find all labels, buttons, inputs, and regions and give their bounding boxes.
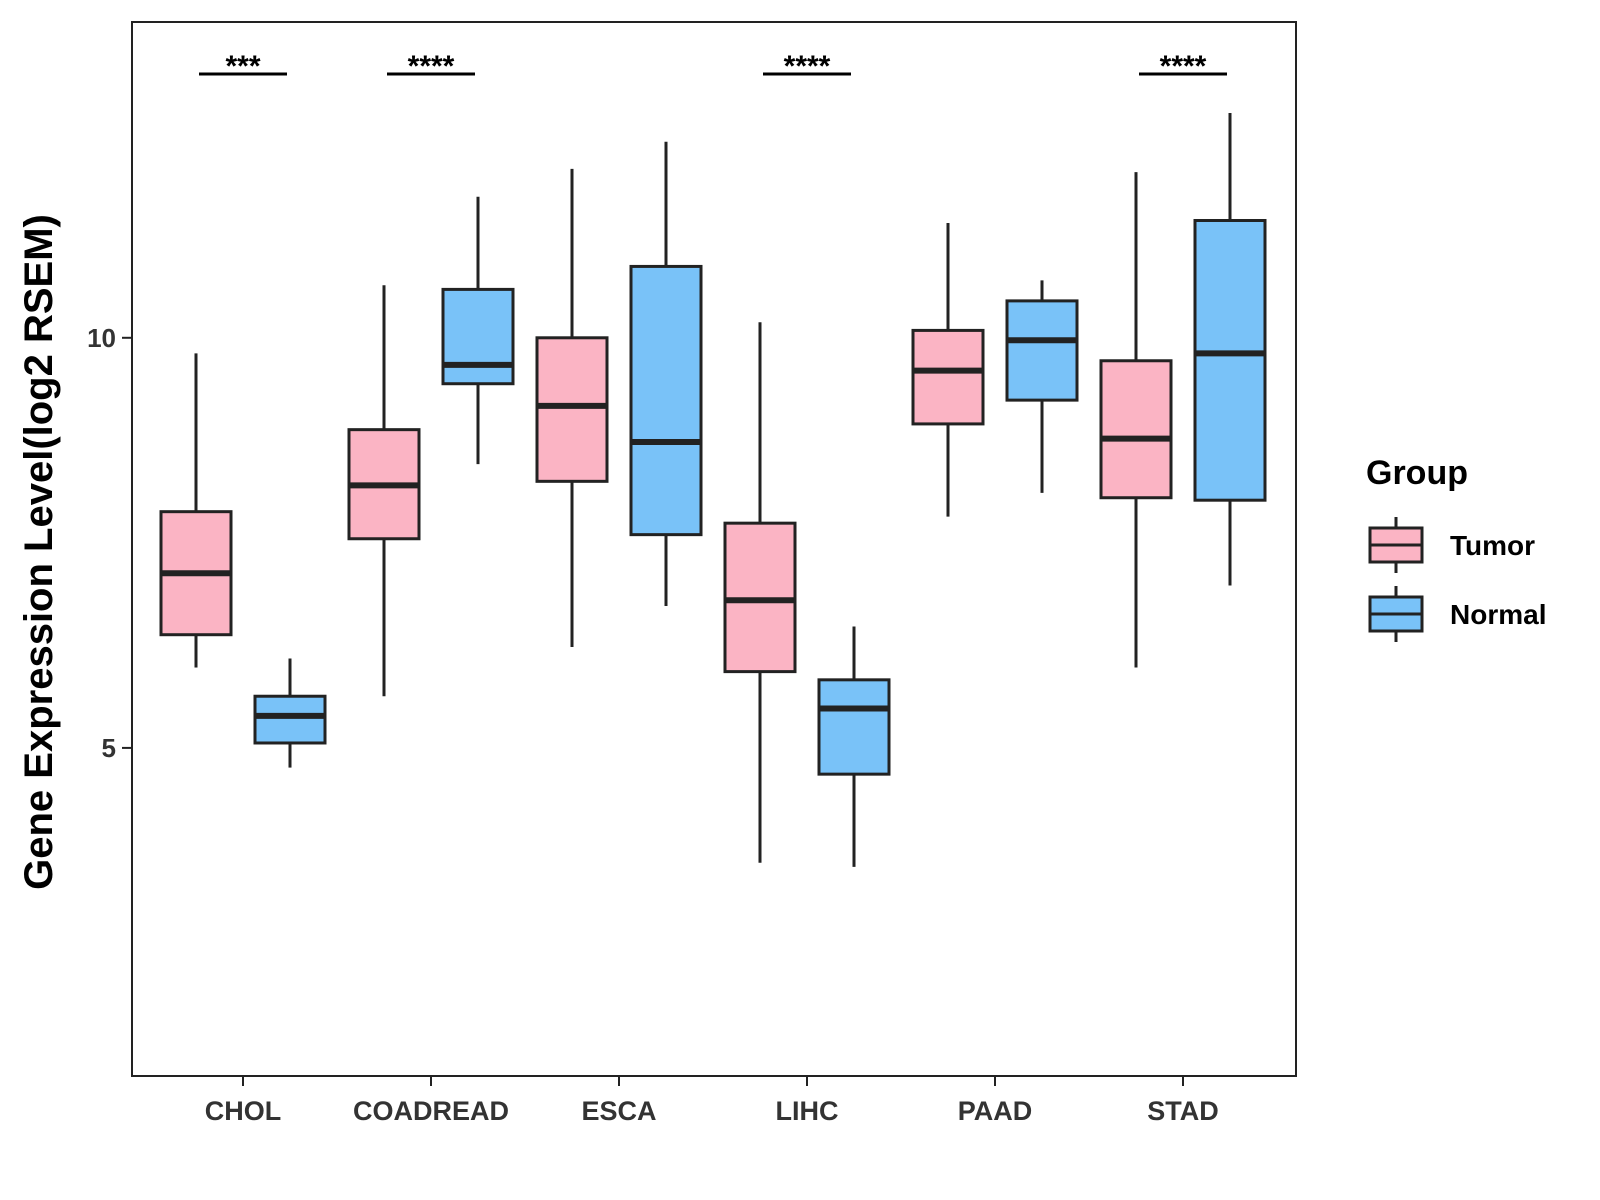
axes: 5 10 CHOL COADREAD ESCA LIHC PAAD STAD xyxy=(87,21,1297,1126)
x-tick-label-paad: PAAD xyxy=(958,1096,1033,1126)
box-chol-tumor xyxy=(159,353,233,668)
significance-label: **** xyxy=(1160,50,1207,83)
x-tick-label-lihc: LIHC xyxy=(776,1096,839,1126)
box-body xyxy=(817,678,891,776)
box-stad-normal xyxy=(1193,113,1267,586)
y-axis-title: Gene Expression Level(log2 RSEM) xyxy=(17,214,61,890)
box-paad-tumor xyxy=(911,222,985,517)
box-body xyxy=(535,336,609,483)
box-body xyxy=(1005,299,1079,402)
box-body xyxy=(1193,218,1267,502)
legend-entry-normal: Normal xyxy=(1368,586,1546,642)
x-tick-label-stad: STAD xyxy=(1147,1096,1219,1126)
legend-entry-tumor: Tumor xyxy=(1368,517,1535,573)
box-body xyxy=(629,264,703,537)
significance-label: **** xyxy=(784,50,831,83)
box-body xyxy=(1099,359,1173,500)
box-coadread-tumor xyxy=(347,285,421,697)
box-esca-normal xyxy=(629,141,703,607)
significance-chol: *** xyxy=(199,50,287,83)
box-body xyxy=(253,694,327,745)
significance-label: **** xyxy=(408,50,455,83)
box-chol-normal xyxy=(253,658,327,768)
significance-label: *** xyxy=(225,50,260,83)
significance-lihc: **** xyxy=(763,50,851,83)
box-body xyxy=(911,328,985,426)
y-tick-label: 10 xyxy=(87,323,116,353)
box-coadread-normal xyxy=(441,196,515,465)
x-tick-label-esca: ESCA xyxy=(581,1096,656,1126)
legend-label-tumor: Tumor xyxy=(1450,530,1535,561)
y-tick-label: 5 xyxy=(102,733,116,763)
box-lihc-tumor xyxy=(723,322,797,863)
x-tick-label-chol: CHOL xyxy=(205,1096,282,1126)
box-esca-tumor xyxy=(535,168,609,648)
panel-border xyxy=(131,21,1297,1077)
box-stad-tumor xyxy=(1099,172,1173,668)
box-paad-normal xyxy=(1005,280,1079,493)
significance-annotations: *** **** **** **** xyxy=(199,50,1227,83)
significance-coadread: **** xyxy=(387,50,475,83)
legend: Group Tumor Normal xyxy=(1366,454,1546,642)
x-tick-label-coadread: COADREAD xyxy=(353,1096,509,1126)
legend-label-normal: Normal xyxy=(1450,599,1546,630)
significance-stad: **** xyxy=(1139,50,1227,83)
box-body xyxy=(441,287,515,386)
plot-area xyxy=(159,113,1267,867)
box-lihc-normal xyxy=(817,626,891,867)
legend-title: Group xyxy=(1366,454,1468,492)
